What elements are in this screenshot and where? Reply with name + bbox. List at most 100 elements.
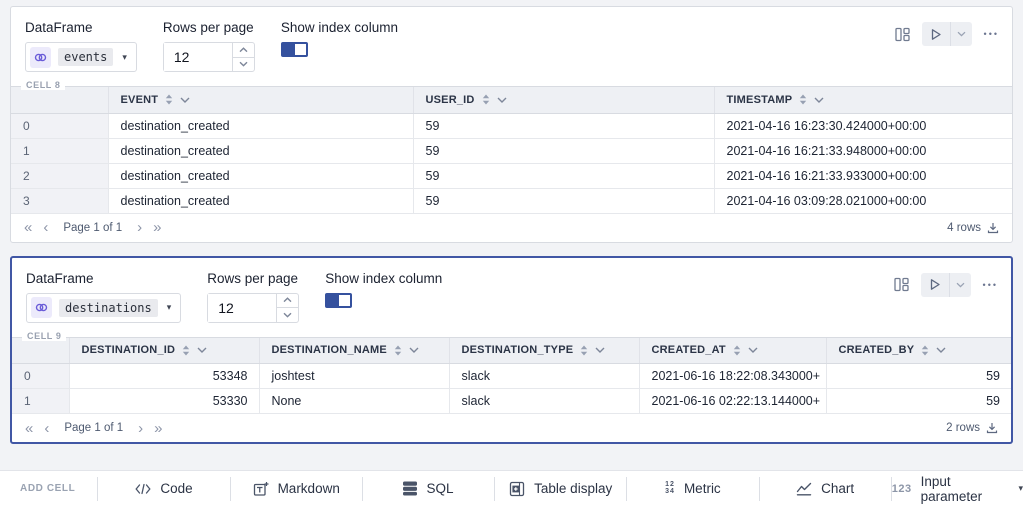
table-header-row: DESTINATION_ID DESTINATION_NAME DESTINAT… xyxy=(12,337,1011,364)
row-count-download[interactable]: 4 rows xyxy=(947,222,999,234)
row-count-download[interactable]: 2 rows xyxy=(946,422,998,434)
run-options-chevron-icon[interactable] xyxy=(948,272,971,297)
dataframe-label: DataFrame xyxy=(26,270,94,286)
show-index-field: Show index column xyxy=(325,271,442,323)
row-count-label: 4 rows xyxy=(947,221,981,234)
index-column-header xyxy=(11,87,109,114)
rows-per-page-label: Rows per page xyxy=(162,20,254,35)
column-header-destination-name[interactable]: DESTINATION_NAME xyxy=(259,337,450,364)
toolbar-divider xyxy=(97,476,99,501)
column-menu-chevron-icon xyxy=(814,97,824,103)
cell-value: 59 xyxy=(826,363,1011,389)
add-table-display-cell-button[interactable]: Table display xyxy=(495,471,626,506)
cell-value: slack xyxy=(449,363,640,389)
cell-9-table-section: CELL 9 DESTINATION_ID DESTINATION_NAME D… xyxy=(12,330,1011,414)
column-header-user-id[interactable]: USER_ID xyxy=(413,87,715,114)
destinations-table: DESTINATION_ID DESTINATION_NAME DESTINAT… xyxy=(12,337,1011,414)
cell-9-pagination: « ‹ Page 1 of 1 › » 2 rows xyxy=(12,414,1011,442)
cell-value: 59 xyxy=(826,388,1011,414)
rows-per-page-label: Rows per page xyxy=(207,270,299,286)
rows-per-page-input-wrap xyxy=(162,42,255,72)
dataframe-name: destinations xyxy=(59,298,158,317)
last-page-icon[interactable]: » xyxy=(154,419,163,437)
prev-page-icon[interactable]: ‹ xyxy=(43,219,49,236)
run-cell-button[interactable] xyxy=(922,22,950,46)
cell-value: destination_created xyxy=(108,163,414,189)
sort-icon xyxy=(800,94,807,105)
column-menu-chevron-icon xyxy=(409,347,419,354)
dataframe-select[interactable]: events ▾ xyxy=(25,42,137,72)
linked-variable-icon xyxy=(30,46,51,68)
stepper-up-icon[interactable] xyxy=(233,43,254,57)
cell-9-actions: ••• xyxy=(893,272,998,297)
cell-value: destination_created xyxy=(108,138,414,164)
more-options-icon[interactable]: ••• xyxy=(983,29,999,39)
cell-8-table-section: CELL 8 EVENT USER_ID TIMESTAMP xyxy=(11,80,1012,214)
dataframe-select[interactable]: destinations ▾ xyxy=(26,292,182,323)
sort-icon xyxy=(922,345,929,356)
add-input-parameter-button[interactable]: 123 Input parameter ▾ xyxy=(891,473,1023,504)
column-header-destination-id[interactable]: DESTINATION_ID xyxy=(69,337,260,364)
row-index: 2 xyxy=(11,163,109,189)
first-page-icon[interactable]: « xyxy=(25,419,34,437)
next-page-icon[interactable]: › xyxy=(137,219,143,236)
row-index: 1 xyxy=(12,388,70,414)
row-count-label: 2 rows xyxy=(946,422,980,434)
column-menu-chevron-icon xyxy=(497,97,507,103)
sort-icon xyxy=(581,345,588,356)
toolbar-divider xyxy=(890,476,892,501)
layout-icon[interactable] xyxy=(894,27,910,42)
page-indicator: Page 1 of 1 xyxy=(63,221,123,234)
rows-per-page-input-wrap xyxy=(207,292,300,323)
show-index-toggle[interactable] xyxy=(325,292,353,308)
stepper-down-icon[interactable] xyxy=(232,56,254,72)
sort-icon xyxy=(482,94,489,105)
toolbar-divider xyxy=(229,476,231,501)
layout-icon[interactable] xyxy=(893,277,909,292)
show-index-toggle[interactable] xyxy=(280,42,308,57)
cell-8-tag: CELL 8 xyxy=(21,80,66,90)
column-header-created-at[interactable]: CREATED_AT xyxy=(639,337,827,364)
index-column-header xyxy=(12,337,70,364)
cell-9-config: DataFrame destinations ▾ Rows per page S… xyxy=(12,258,1011,335)
stepper-up-icon[interactable] xyxy=(277,294,298,308)
add-chart-cell-button[interactable]: Chart xyxy=(760,471,891,506)
dataframe-cell-9: DataFrame destinations ▾ Rows per page S… xyxy=(10,255,1013,444)
metric-icon: 12 34 xyxy=(665,481,675,495)
add-markdown-cell-button[interactable]: Markdown xyxy=(231,471,362,506)
add-cell-label: ADD CELL xyxy=(20,483,76,494)
cell-value: 2021-04-16 03:09:28.021000+00:00 xyxy=(714,188,1012,214)
prev-page-icon[interactable]: ‹ xyxy=(44,419,50,437)
add-cell-toolbar: ADD CELL Code Markdown SQL Table display… xyxy=(0,470,1023,506)
sort-icon xyxy=(394,345,402,356)
run-cell-button[interactable] xyxy=(921,273,949,297)
add-metric-cell-button[interactable]: 12 34 Metric xyxy=(665,481,721,496)
first-page-icon[interactable]: « xyxy=(24,219,33,236)
cell-value: 2021-06-16 18:22:08.343000+ xyxy=(639,363,827,389)
add-code-cell-button[interactable]: Code xyxy=(98,471,229,506)
add-sql-cell-button[interactable]: SQL xyxy=(363,471,494,506)
last-page-icon[interactable]: » xyxy=(153,219,162,236)
toggle-knob xyxy=(339,294,351,306)
stepper-down-icon[interactable] xyxy=(277,307,299,322)
cell-value: destination_created xyxy=(108,113,414,139)
cell-9-tag: CELL 9 xyxy=(22,330,67,341)
column-header-timestamp[interactable]: TIMESTAMP xyxy=(714,87,1012,114)
chevron-down-icon: ▾ xyxy=(166,302,172,312)
rows-per-page-input[interactable] xyxy=(208,293,277,322)
table-row: 0 53348 joshtest slack 2021-06-16 18:22:… xyxy=(12,363,1011,389)
linked-variable-icon xyxy=(31,297,52,318)
column-header-destination-type[interactable]: DESTINATION_TYPE xyxy=(449,337,640,364)
column-header-event[interactable]: EVENT xyxy=(108,87,414,114)
column-menu-chevron-icon xyxy=(595,347,605,354)
run-button-group xyxy=(920,272,971,297)
cell-value: 53330 xyxy=(69,388,260,414)
more-options-icon[interactable]: ••• xyxy=(982,279,998,290)
dataframe-field: DataFrame events ▾ xyxy=(25,20,137,72)
sort-icon xyxy=(733,345,741,356)
rows-per-page-input[interactable] xyxy=(163,43,232,71)
cell-value: joshtest xyxy=(259,363,450,389)
column-header-created-by[interactable]: CREATED_BY xyxy=(826,337,1011,364)
next-page-icon[interactable]: › xyxy=(138,419,144,437)
run-options-chevron-icon[interactable] xyxy=(949,22,972,46)
